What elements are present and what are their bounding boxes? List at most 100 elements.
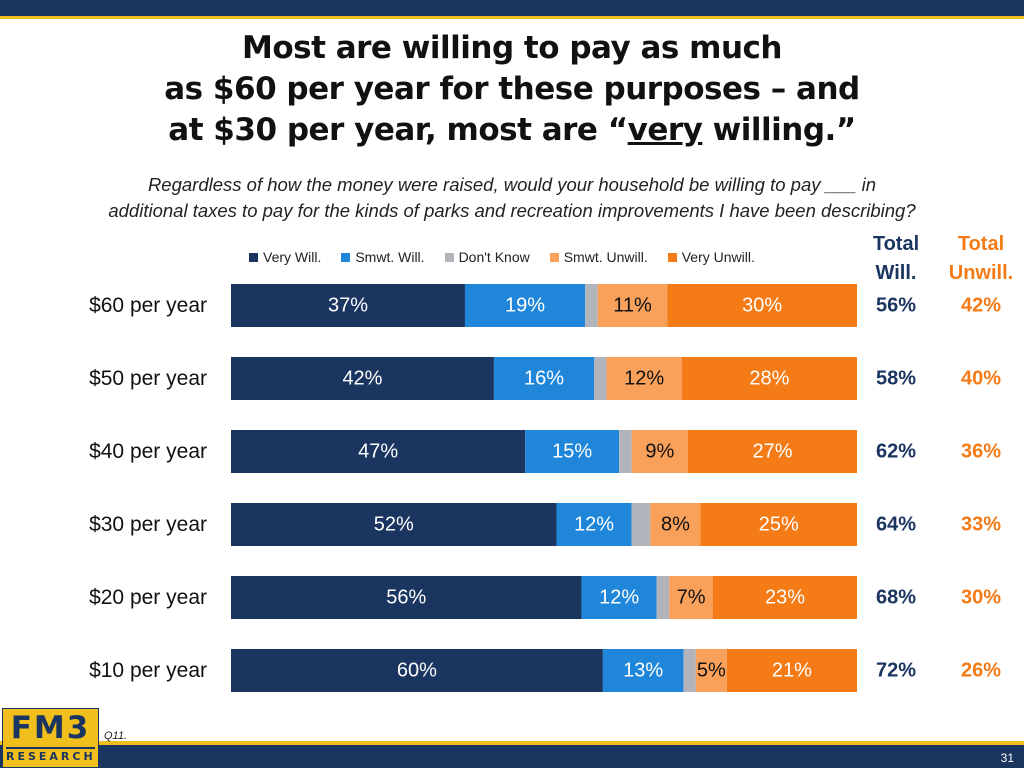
category-label: $30 per year [89, 513, 207, 536]
legend-label: Smwt. Unwill. [563, 249, 648, 265]
bar-segment-very-will [231, 430, 526, 473]
data-label: 7% [677, 587, 706, 609]
title-line-3-start: at $30 per year, most are “ [168, 112, 628, 148]
bar-segment-don-t-know [631, 503, 651, 546]
chart-legend: Very Will. Smwt. Will. Don't Know Smwt. Unw… [249, 247, 775, 267]
bar-segment-smwt-will [525, 430, 620, 473]
category-label: $20 per year [89, 586, 207, 609]
data-label: 15% [552, 441, 592, 463]
title-line-3-end: willing.” [702, 112, 857, 148]
data-label: 8% [661, 514, 690, 536]
data-label: 30% [742, 295, 782, 317]
data-label: 47% [358, 441, 398, 463]
bar-segment-don-t-know [683, 649, 696, 692]
total-unwilling-value: 33% [961, 514, 1001, 536]
total-unwilling-value: 36% [961, 441, 1001, 463]
page-number: 31 [1000, 751, 1014, 765]
logo-subtitle: RESEARCH [6, 747, 95, 765]
legend-swatch [549, 252, 559, 262]
total-willing-value: 62% [876, 441, 916, 463]
total-unwilling-value: 26% [961, 660, 1001, 682]
legend-item-smwt-unwill: Smwt. Unwill. [549, 249, 648, 265]
total-unwilling-value: 40% [961, 368, 1001, 390]
title-line-3: at $30 per year, most are “very willing.… [0, 110, 1024, 151]
legend-label: Very Unwill. [681, 249, 755, 265]
bar-segment-very-unwill [687, 430, 857, 473]
logo-wordmark: FM3 [10, 710, 91, 746]
bar-segment-very-will [231, 357, 494, 400]
bar-segment-smwt-unwill [650, 503, 701, 546]
legend-swatch [667, 252, 677, 262]
data-label: 13% [623, 660, 663, 682]
total-unwilling-value: 42% [961, 295, 1001, 317]
data-label: 12% [574, 514, 614, 536]
legend-item-very-unwill: Very Unwill. [667, 249, 755, 265]
bar-segment-very-will [231, 503, 557, 546]
category-label: $10 per year [89, 659, 207, 682]
bar-segment-very-will [231, 649, 603, 692]
bar-segment-smwt-will [556, 503, 632, 546]
data-label: 16% [524, 368, 564, 390]
bar-segment-very-unwill [713, 576, 857, 619]
category-label: $50 per year [89, 367, 207, 390]
total-willing-value: 68% [876, 587, 916, 609]
title-line-2: as $60 per year for these purposes – and [164, 71, 860, 107]
bar-segment-very-will [231, 576, 582, 619]
total-unwilling-header: Total Unwill. [941, 230, 1021, 288]
question-line-1: Regardless of how the money were raised,… [147, 174, 877, 195]
bottom-footer-bar [0, 745, 1024, 768]
data-label: 25% [759, 514, 799, 536]
top-header-bar [0, 0, 1024, 16]
category-label: $40 per year [89, 440, 207, 463]
total-willing-header: Total Will. [856, 230, 936, 288]
data-label: 52% [374, 514, 414, 536]
data-label: 19% [505, 295, 545, 317]
total-willing-value: 72% [876, 660, 916, 682]
question-reference: Q11. [104, 730, 128, 742]
top-accent-stripe [0, 16, 1024, 19]
bar-segment-very-unwill [700, 503, 857, 546]
bar-segment-smwt-will [464, 284, 586, 327]
data-label: 23% [765, 587, 805, 609]
total-unwilling-value: 30% [961, 587, 1001, 609]
bar-segment-don-t-know [585, 284, 598, 327]
bar-segment-smwt-unwill [597, 284, 668, 327]
data-label: 11% [613, 295, 652, 317]
question-line-2: additional taxes to pay for the kinds of… [108, 200, 916, 221]
bar-segment-very-unwill [726, 649, 857, 692]
question-text: Regardless of how the money were raised,… [0, 172, 1024, 224]
fm3-research-logo: FM3 RESEARCH [2, 708, 99, 768]
bar-segment-don-t-know [594, 357, 607, 400]
legend-swatch [249, 252, 258, 262]
bar-segment-don-t-know [619, 430, 632, 473]
bar-segment-very-will [231, 284, 465, 327]
data-label: 12% [599, 587, 639, 609]
data-label: 21% [772, 660, 812, 682]
category-label: $60 per year [89, 294, 207, 317]
bottom-accent-stripe [0, 741, 1024, 745]
legend-label: Smwt. Will. [355, 249, 425, 265]
data-label: 37% [328, 295, 368, 317]
data-label: 28% [749, 368, 789, 390]
legend-swatch [341, 252, 351, 262]
data-label: 5% [697, 660, 726, 682]
data-label: 42% [342, 368, 382, 390]
bar-segment-very-unwill [667, 284, 857, 327]
bar-segment-smwt-unwill [631, 430, 688, 473]
bar-segment-very-unwill [681, 357, 857, 400]
legend-item-very-will: Very Will. [249, 249, 321, 265]
total-unwilling-header-line-1: Total [957, 233, 1005, 255]
data-label: 12% [624, 368, 664, 390]
bar-segment-smwt-will [602, 649, 684, 692]
data-label: 56% [386, 587, 426, 609]
bar-segment-smwt-will [581, 576, 657, 619]
data-label: 60% [397, 660, 437, 682]
total-willing-value: 64% [876, 514, 916, 536]
total-willing-header-line-2: Will. [875, 262, 917, 284]
title-emphasis-very: very [627, 112, 703, 148]
legend-item-don-t-know: Don't Know [444, 249, 530, 265]
bar-segment-smwt-unwill [669, 576, 714, 619]
bar-segment-don-t-know [656, 576, 670, 619]
bar-segment-smwt-unwill [606, 357, 682, 400]
